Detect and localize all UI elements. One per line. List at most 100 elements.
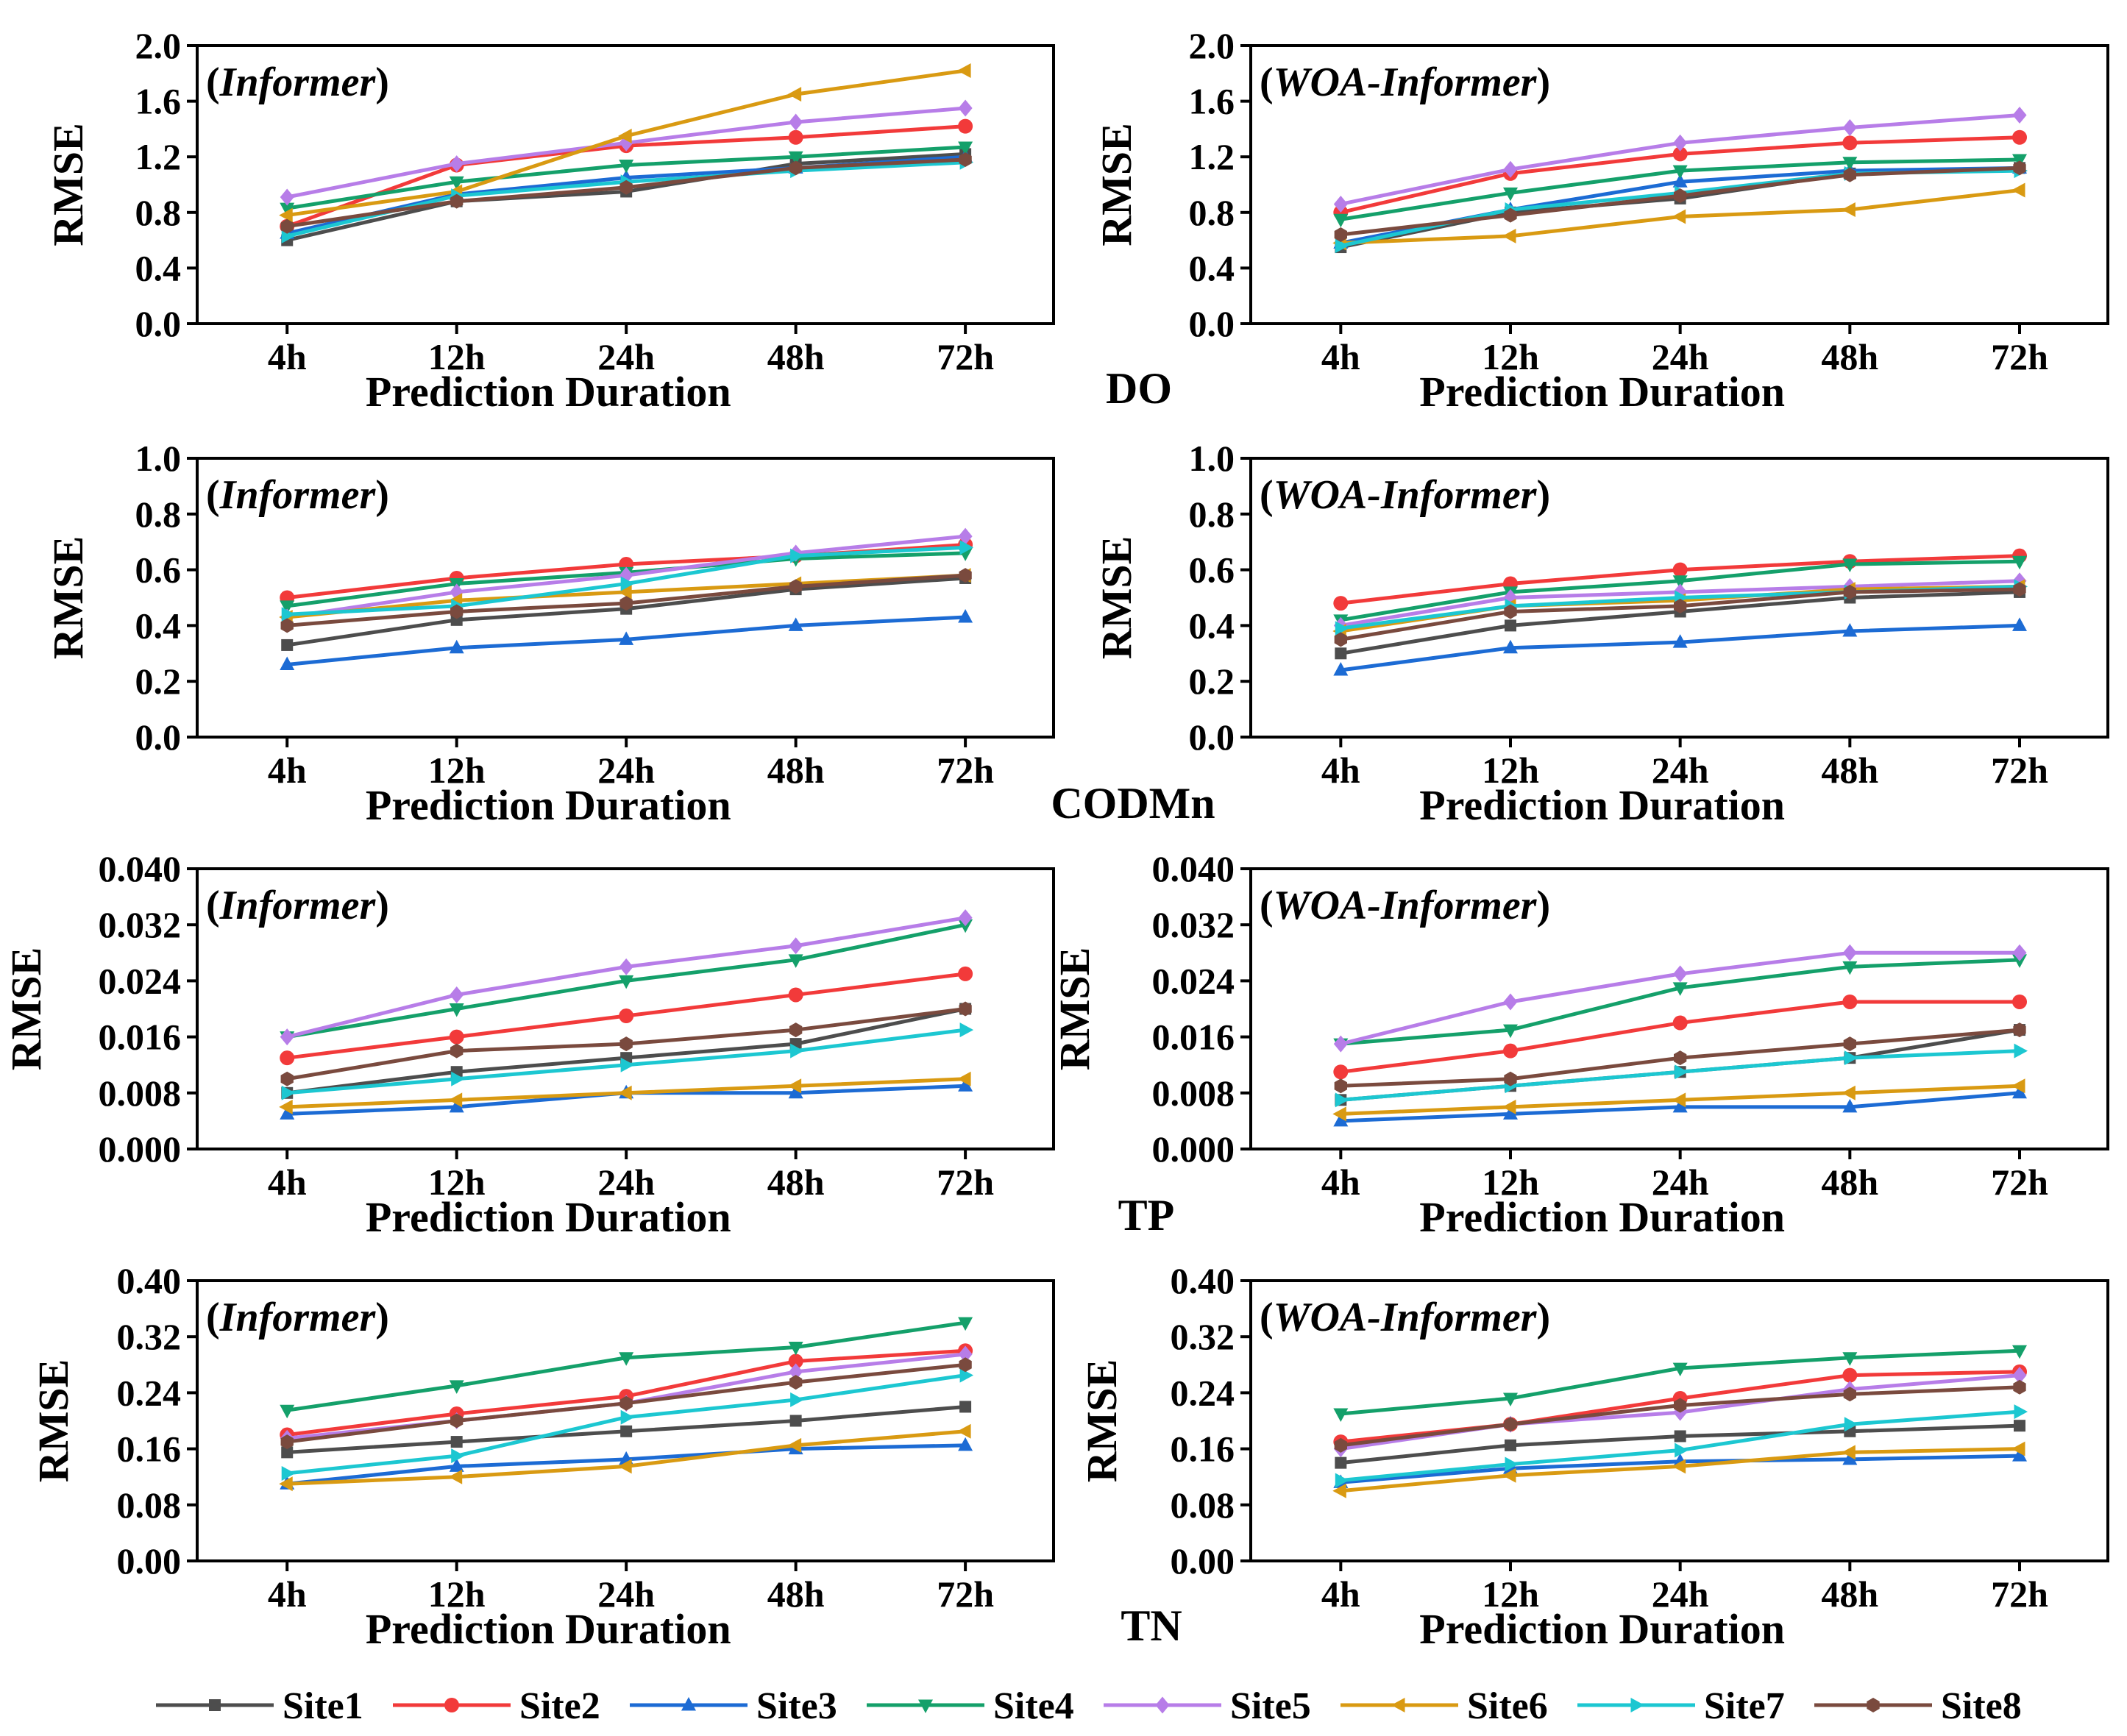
- x-tick-label: 12h: [428, 1162, 486, 1203]
- data-point: [448, 1469, 463, 1484]
- legend-label: Site7: [1704, 1685, 1785, 1727]
- legend-label: Site6: [1467, 1685, 1548, 1727]
- data-point: [789, 579, 803, 594]
- x-tick-label: 24h: [597, 1573, 655, 1615]
- x-axis-title: Prediction Duration: [1419, 1193, 1785, 1241]
- panel-do-informer: 0.0 0.4 0.8 1.2 1.6 2.0 4h 12h 24h 48h 72h Predicti…: [44, 25, 1172, 416]
- data-point: [1502, 1468, 1516, 1483]
- data-point: [2011, 182, 2025, 198]
- y-tick-label: 0.16: [117, 1429, 182, 1470]
- x-tick-label: 48h: [1821, 750, 1878, 791]
- data-point: [1673, 965, 1688, 983]
- panel-title-model: Informer: [219, 472, 377, 518]
- x-tick-label: 48h: [1821, 336, 1878, 377]
- panel-title-model: WOA-Informer: [1274, 1295, 1538, 1340]
- data-point: [279, 1476, 293, 1492]
- data-point: [450, 193, 464, 209]
- data-point: [1843, 167, 1856, 182]
- data-point: [1842, 1085, 1856, 1100]
- data-point: [789, 937, 803, 955]
- data-point: [1335, 1473, 1349, 1488]
- data-point: [281, 607, 296, 622]
- y-tick-label: 0.4: [1189, 605, 1235, 646]
- y-tick-label: 0.0: [1189, 716, 1235, 758]
- data-point: [958, 99, 973, 117]
- data-point: [959, 152, 972, 167]
- panel-title-close: ): [375, 60, 389, 105]
- data-point: [1843, 1036, 1856, 1052]
- data-point: [2014, 1404, 2028, 1420]
- x-tick-label: 12h: [428, 336, 486, 377]
- data-point: [281, 1446, 294, 1459]
- series-site8: [1334, 1379, 2026, 1453]
- data-point: [959, 1401, 972, 1413]
- series-site1: [281, 1401, 972, 1459]
- data-point: [1505, 1456, 1519, 1472]
- x-tick-label: 12h: [1482, 336, 1539, 377]
- data-point: [1842, 994, 1858, 1009]
- y-tick-label: 0.24: [117, 1372, 182, 1413]
- data-point: [1675, 1442, 1689, 1458]
- y-tick-label: 0.00: [117, 1540, 182, 1582]
- x-tick-label: 24h: [1652, 1573, 1709, 1615]
- data-point: [789, 1415, 802, 1427]
- legend-label: Site8: [1941, 1685, 2022, 1727]
- data-point: [280, 1071, 294, 1086]
- x-tick-label: 24h: [597, 336, 655, 377]
- x-axis-title: Prediction Duration: [1419, 781, 1785, 829]
- data-point: [958, 1317, 973, 1331]
- y-tick-label: 0.008: [1152, 1072, 1235, 1114]
- x-tick-label: 4h: [268, 750, 307, 791]
- x-tick-label: 4h: [1321, 1573, 1360, 1615]
- pollutant-label: CODMn: [1051, 779, 1215, 828]
- legend-label: Site3: [756, 1685, 837, 1727]
- series-site4: [280, 1317, 973, 1419]
- x-tick-label: 4h: [268, 1162, 307, 1203]
- panel-codmn-woa: 0.0 0.2 0.4 0.6 0.8 1.0 4h 12h 24h 48h 72h Predicti…: [1093, 438, 2109, 829]
- data-point: [1842, 135, 1858, 151]
- panel-title-model: WOA-Informer: [1274, 472, 1538, 518]
- data-point: [1672, 165, 1688, 179]
- y-tick-label: 0.08: [117, 1484, 182, 1526]
- panel-title-close: ): [375, 883, 389, 928]
- legend: Site1 Site2 Site3 Site4 Site5 Site6 Site7 Site8: [156, 1685, 2022, 1727]
- data-point: [1333, 1408, 1349, 1422]
- data-point: [1335, 621, 1349, 636]
- data-point: [1842, 1352, 1858, 1366]
- series-site5: [280, 909, 973, 1046]
- data-point: [280, 1404, 295, 1419]
- data-point: [1672, 1092, 1686, 1108]
- legend-label: Site5: [1230, 1685, 1311, 1727]
- series-line: [1340, 623, 2020, 672]
- panel-codmn-informer: 0.0 0.2 0.4 0.6 0.8 1.0 4h 12h 24h 48h 72h Predicti…: [44, 438, 1215, 829]
- data-point: [1672, 1459, 1686, 1474]
- x-tick-label: 48h: [1821, 1573, 1878, 1615]
- data-point: [958, 141, 973, 155]
- series-site2: [1333, 994, 2028, 1080]
- data-point: [1502, 1024, 1518, 1039]
- y-tick-label: 0.6: [135, 549, 182, 591]
- y-tick-label: 0.0: [1189, 303, 1235, 344]
- y-tick-label: 0.00: [1171, 1540, 1235, 1582]
- data-point: [1842, 944, 1857, 961]
- data-point: [1672, 1098, 1688, 1113]
- y-tick-label: 0.008: [99, 1072, 182, 1114]
- data-point: [958, 609, 973, 623]
- data-point: [789, 113, 803, 131]
- data-point: [619, 1008, 634, 1024]
- data-point: [1842, 1451, 1858, 1465]
- panel-tp-woa: 0.000 0.008 0.016 0.024 0.032 0.040 4h 12h 24h 48…: [1051, 848, 2109, 1241]
- panel-title-close: ): [1536, 472, 1550, 518]
- data-point: [449, 639, 464, 654]
- y-tick-label: 0.24: [1171, 1372, 1235, 1413]
- panel-title-open: (: [1260, 1295, 1274, 1340]
- data-point: [450, 986, 464, 1003]
- x-axis-title: Prediction Duration: [366, 1193, 731, 1241]
- x-tick-label: 24h: [1652, 1162, 1709, 1203]
- data-point: [1842, 961, 1858, 975]
- series-site3: [1333, 1084, 2028, 1127]
- x-tick-label: 24h: [1652, 750, 1709, 791]
- data-point: [450, 604, 464, 619]
- y-tick-label: 0.40: [117, 1260, 182, 1301]
- data-point: [1504, 1439, 1516, 1451]
